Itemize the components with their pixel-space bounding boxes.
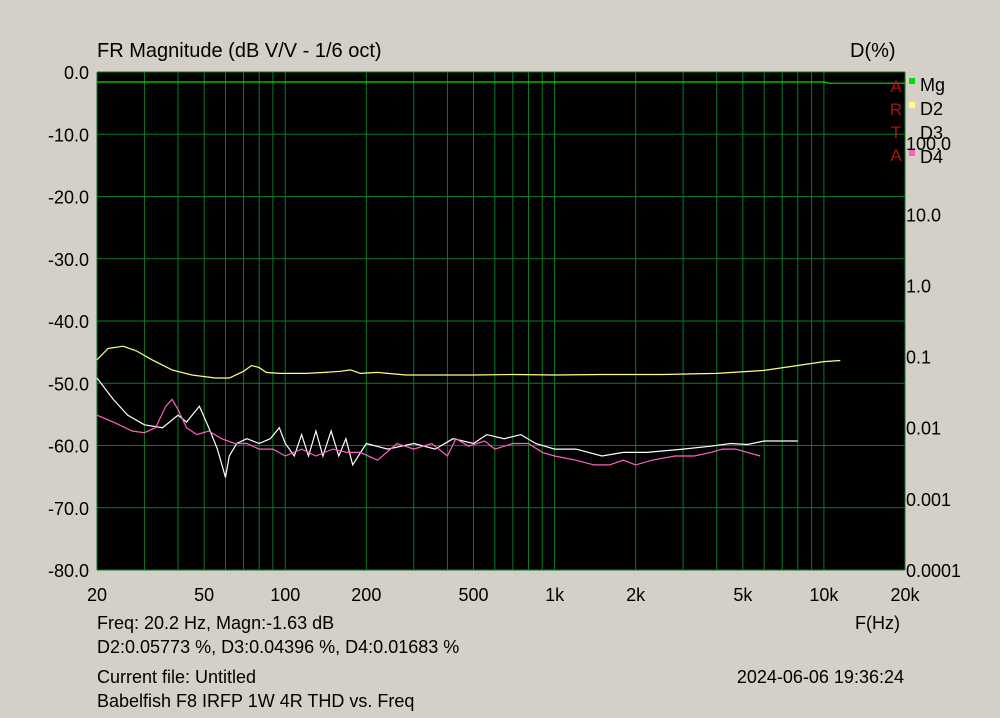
right-tick-label: 1.0 — [906, 276, 931, 296]
left-tick-label: -30.0 — [48, 250, 89, 270]
measurement-description: Babelfish F8 IRFP 1W 4R THD vs. Freq — [97, 691, 415, 711]
xlabel: F(Hz) — [855, 613, 900, 633]
right-tick-label: 100.0 — [906, 134, 951, 154]
current-file: Current file: Untitled — [97, 667, 257, 687]
x-tick-label: 20k — [890, 585, 920, 605]
right-tick-label: 0.01 — [906, 419, 941, 439]
series-mg-line[interactable] — [97, 81, 905, 84]
legend-label-d2[interactable]: D2 — [920, 99, 943, 119]
readout-distortion: D2:0.05773 %, D3:0.04396 %, D4:0.01683 % — [97, 637, 460, 657]
legend-label-d4[interactable]: D4 — [920, 147, 943, 167]
chart-title: FR Magnitude (dB V/V - 1/6 oct) — [97, 40, 382, 62]
series-d4-line[interactable] — [96, 398, 761, 466]
arta-watermark-letter: R — [890, 100, 902, 119]
right-tick-label: 0.1 — [906, 348, 931, 368]
legend-swatch-d2 — [909, 102, 915, 108]
x-tick-label: 5k — [733, 585, 753, 605]
arta-watermark-letter: A — [890, 146, 902, 165]
right-tick-label: 10.0 — [906, 205, 941, 225]
series-d3-line[interactable] — [96, 377, 798, 478]
legend-swatch-d4 — [909, 150, 915, 156]
left-tick-label: 0.0 — [64, 63, 89, 83]
timestamp: 2024-06-06 19:36:24 — [736, 667, 904, 687]
right-tick-label: 0.0001 — [906, 561, 961, 581]
arta-watermark-letter: T — [891, 123, 901, 142]
left-tick-label: -70.0 — [48, 499, 89, 519]
x-tick-label: 100 — [270, 585, 300, 605]
legend-swatch-mg — [909, 78, 915, 84]
left-tick-label: -50.0 — [48, 374, 89, 394]
arta-watermark-letter: A — [890, 77, 902, 96]
x-tick-label: 1k — [545, 585, 565, 605]
x-tick-label: 200 — [351, 585, 381, 605]
x-tick-label: 10k — [809, 585, 839, 605]
x-tick-label: 2k — [626, 585, 646, 605]
right-axis-title: D(%) — [850, 40, 896, 62]
x-tick-label: 50 — [194, 585, 214, 605]
x-tick-label: 500 — [458, 585, 488, 605]
legend-label-d3[interactable]: D3 — [920, 123, 943, 143]
left-tick-label: -40.0 — [48, 312, 89, 332]
left-tick-label: -60.0 — [48, 437, 89, 457]
left-tick-label: -10.0 — [48, 125, 89, 145]
right-tick-label: 0.001 — [906, 490, 951, 510]
readout-frequency: Freq: 20.2 Hz, Magn:-1.63 dB — [97, 613, 335, 633]
left-tick-label: -20.0 — [48, 188, 89, 208]
legend-label-mg[interactable]: Mg — [920, 75, 945, 95]
left-tick-label: -80.0 — [48, 561, 89, 581]
series-d2-line[interactable] — [96, 345, 841, 379]
x-tick-label: 20 — [87, 585, 107, 605]
